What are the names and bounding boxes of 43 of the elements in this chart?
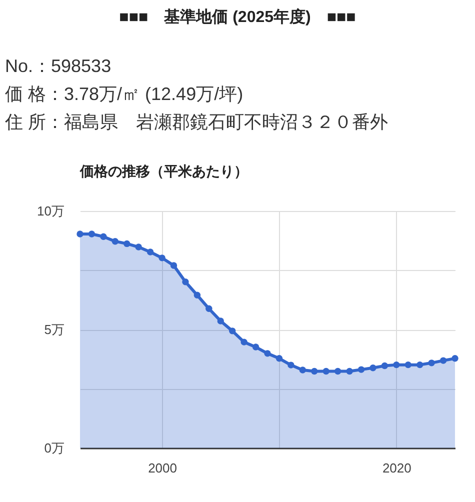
point — [182, 278, 189, 286]
text: 住 所：福島県 岩瀬郡鏡石町不時沼３２０番外 — [5, 111, 388, 134]
point — [217, 318, 224, 324]
point — [334, 368, 342, 375]
point — [76, 230, 84, 238]
point — [100, 233, 107, 240]
point — [370, 364, 376, 372]
point — [440, 357, 447, 364]
point — [112, 238, 119, 245]
point — [206, 305, 212, 312]
text: 価 格：3.78万/㎡ (12.49万/坪) — [5, 83, 244, 106]
point — [299, 366, 306, 374]
point — [381, 362, 388, 370]
point — [88, 230, 96, 238]
point — [240, 338, 248, 346]
point — [393, 361, 400, 368]
chart-title: ■■■ 基準地価 (2025年度) ■■■ — [118, 7, 357, 28]
point — [346, 368, 353, 375]
point — [124, 240, 130, 248]
text: No.：598533 — [5, 55, 112, 78]
chart-subtitle: 価格の推移（平米あたり） — [79, 163, 248, 179]
point — [311, 368, 318, 375]
x-tick-label: 2020 — [382, 460, 412, 476]
point — [428, 360, 435, 366]
point — [158, 254, 166, 262]
point — [404, 361, 412, 368]
point — [276, 355, 283, 362]
y-tick-label: 5万 — [44, 322, 64, 337]
point — [252, 344, 260, 350]
point — [170, 262, 178, 269]
y-tick-label: 10万 — [37, 204, 64, 218]
point — [146, 248, 154, 256]
point — [288, 362, 294, 368]
y-tick-label: 0万 — [44, 440, 64, 456]
x-tick-label: 2000 — [148, 460, 177, 476]
point — [452, 355, 458, 362]
point — [135, 244, 142, 250]
point — [358, 366, 365, 373]
point — [416, 361, 424, 368]
point — [264, 350, 271, 357]
point — [228, 328, 236, 334]
point — [322, 368, 330, 375]
point — [194, 292, 201, 298]
